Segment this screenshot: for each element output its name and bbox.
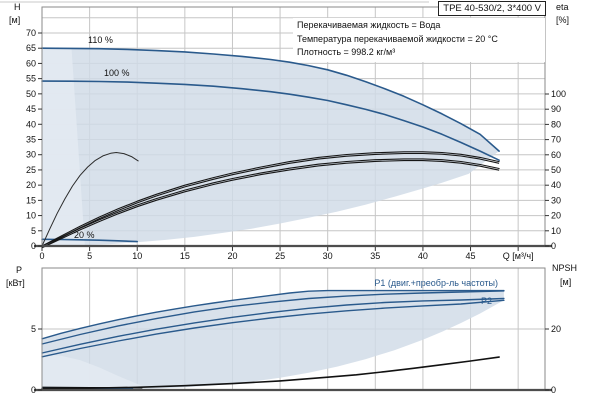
svg-text:70: 70 <box>551 135 561 145</box>
curve-eta-total-b <box>41 160 500 249</box>
npsh-axis-label: NPSH <box>552 263 578 273</box>
svg-text:50: 50 <box>551 165 561 175</box>
power-axis-unit: [кВт] <box>6 278 25 288</box>
svg-text:Q [м³/ч]: Q [м³/ч] <box>503 251 534 261</box>
svg-text:0: 0 <box>551 241 556 251</box>
h-axis-label: H <box>14 2 21 12</box>
svg-text:5: 5 <box>31 226 36 236</box>
fluid-info-line: Перекачиваемая жидкость = Вода <box>297 20 441 30</box>
svg-text:100: 100 <box>551 89 566 99</box>
curve-label-p2: P2 <box>481 296 493 306</box>
npsh-axis-unit: [м] <box>560 277 572 287</box>
curve-label-20pct: 20 % <box>74 230 95 240</box>
curve-eta-pump <box>41 151 500 247</box>
svg-text:0: 0 <box>551 385 556 395</box>
svg-text:20: 20 <box>26 180 36 190</box>
svg-text:10: 10 <box>551 226 561 236</box>
svg-text:30: 30 <box>26 150 36 160</box>
power-axis-label: P <box>16 265 23 275</box>
curve-P1-min <box>41 290 505 345</box>
svg-text:45: 45 <box>26 104 36 114</box>
svg-text:5: 5 <box>87 251 92 261</box>
svg-text:50: 50 <box>26 89 36 99</box>
curve-label-p1: P1 (двиг.+преобр-ль частоты) <box>374 278 498 288</box>
svg-text:20: 20 <box>227 251 237 261</box>
fluid-info-box: Перекачиваемая жидкость = Вода Температу… <box>293 18 545 62</box>
svg-text:60: 60 <box>551 150 561 160</box>
fluid-info-line: Температура перекачиваемой жидкости = 20… <box>297 33 498 44</box>
pump-model-title: TPE 40-530/2, 3*400 V <box>438 1 546 16</box>
svg-text:90: 90 <box>551 104 561 114</box>
curve-label-100pct: 100 % <box>104 68 130 78</box>
svg-text:25: 25 <box>26 165 36 175</box>
curve-110 % <box>41 47 500 152</box>
power-envelope <box>42 290 504 390</box>
low-flow-band <box>42 47 85 247</box>
svg-text:40: 40 <box>26 119 36 129</box>
svg-text:30: 30 <box>551 195 561 205</box>
svg-text:65: 65 <box>26 43 36 53</box>
low-flow-band <box>42 354 152 390</box>
power-npsh-chart: 0 5 0 20 <box>31 267 561 395</box>
curve-P2-min <box>41 299 505 358</box>
svg-text:40: 40 <box>551 180 561 190</box>
svg-text:0: 0 <box>39 251 44 261</box>
svg-text:10: 10 <box>132 251 142 261</box>
svg-text:20: 20 <box>551 324 561 334</box>
svg-text:5: 5 <box>31 324 36 334</box>
h-axis-unit: [м] <box>9 15 21 25</box>
svg-text:80: 80 <box>551 119 561 129</box>
hq-chart: 0510152025303540455055606570010203040506… <box>26 6 566 261</box>
svg-text:0: 0 <box>31 241 36 251</box>
svg-text:45: 45 <box>466 251 476 261</box>
curve-eta-total <box>41 158 500 247</box>
svg-text:60: 60 <box>26 58 36 68</box>
svg-text:15: 15 <box>26 195 36 205</box>
svg-text:35: 35 <box>26 134 36 144</box>
svg-text:20: 20 <box>551 211 561 221</box>
curve-P2-max <box>41 297 505 354</box>
svg-text:15: 15 <box>180 251 190 261</box>
curve-eta-pump-b <box>41 152 500 249</box>
svg-text:70: 70 <box>26 28 36 38</box>
curve-NPSH <box>41 356 500 390</box>
svg-text:0: 0 <box>31 385 36 395</box>
fluid-info-line: Плотность = 998.2 кг/м³ <box>297 47 396 57</box>
svg-text:10: 10 <box>26 211 36 221</box>
svg-text:30: 30 <box>323 251 333 261</box>
svg-text:55: 55 <box>26 74 36 84</box>
curve-label-110pct: 110 % <box>88 35 113 45</box>
svg-text:35: 35 <box>370 251 380 261</box>
curve-P1-max <box>41 289 505 340</box>
eta-axis-unit: [%] <box>556 15 570 25</box>
svg-text:25: 25 <box>275 251 285 261</box>
svg-text:40: 40 <box>418 251 428 261</box>
curve-eta-low-speed <box>41 152 139 247</box>
curve-100 % <box>41 80 500 161</box>
eta-axis-label: eta <box>556 2 569 12</box>
